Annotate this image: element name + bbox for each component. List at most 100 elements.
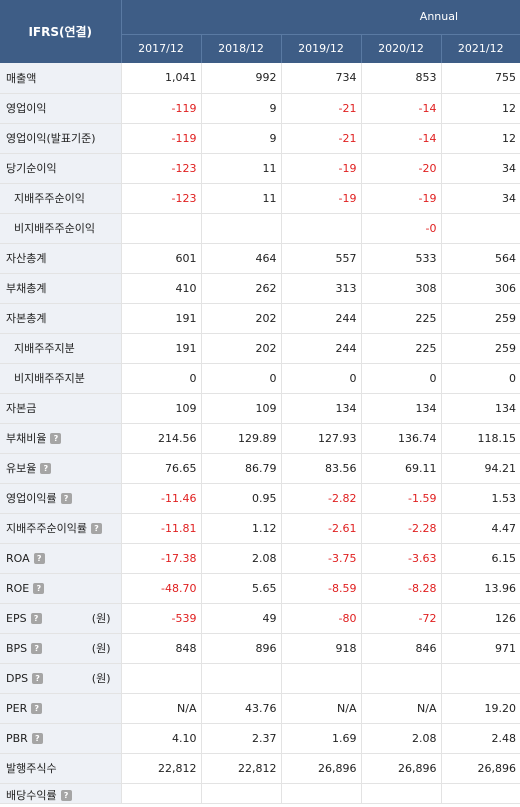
value-cell: 1.53 [441, 483, 520, 514]
row-label-cell: 자본총계 [0, 303, 122, 334]
help-icon[interactable]: ? [90, 523, 102, 534]
help-icon[interactable]: ? [31, 702, 43, 714]
value-cell: -3.63 [361, 543, 442, 574]
value-cell: -21 [281, 93, 362, 124]
table-body: 매출액 1,041 992 734 853 755 영업이익 -119 9 -21 -14 12 영업이… [0, 63, 520, 804]
value-cell: 43.76 [201, 693, 282, 724]
value-cell: 259 [441, 303, 520, 334]
row-label: DPS [6, 671, 29, 685]
help-icon[interactable]: ? [33, 552, 45, 564]
help-icon[interactable]: ? [50, 433, 62, 444]
value-cell: -1.59 [361, 483, 442, 514]
value-cell [201, 213, 282, 244]
value-cell: 26,896 [281, 753, 362, 784]
value-cell: 755 [441, 63, 520, 94]
value-cell [281, 783, 362, 804]
table-row: 발행주식수 22,812 22,812 26,896 26,896 26,896 [0, 753, 520, 784]
value-cell: 564 [441, 243, 520, 274]
row-label-cell: BPS? (원) [0, 633, 122, 664]
value-cell: 5.65 [201, 573, 282, 604]
value-cell: -0 [361, 213, 442, 244]
row-label-cell: 비지배주주순이익 [0, 213, 122, 244]
value-cell: 109 [121, 393, 202, 424]
help-icon[interactable]: ? [31, 732, 43, 744]
value-cell: 0 [121, 363, 202, 394]
value-cell [121, 783, 202, 804]
value-cell: -539 [121, 603, 202, 634]
help-icon[interactable]: ? [32, 672, 44, 684]
value-cell: 971 [441, 633, 520, 664]
row-label: 지배주주순이익 [14, 192, 85, 205]
value-cell: 134 [361, 393, 442, 424]
value-cell: 1.12 [201, 513, 282, 544]
table-row: 당기순이익 -123 11 -19 -20 34 [0, 153, 520, 184]
value-cell: 6.15 [441, 543, 520, 574]
row-label: 자본총계 [6, 312, 47, 325]
value-cell: 734 [281, 63, 362, 94]
year-header: 2018/12 [201, 34, 282, 63]
value-cell: -123 [121, 183, 202, 214]
value-cell: 9 [201, 93, 282, 124]
row-label-cell: 매출액 [0, 63, 122, 94]
row-label: 영업이익(발표기준) [6, 132, 96, 145]
value-cell: -11.46 [121, 483, 202, 514]
row-label-cell: 지배주주순이익 [0, 183, 122, 214]
value-cell: 26,896 [441, 753, 520, 784]
row-label: 비지배주주순이익 [14, 222, 95, 235]
row-label: 비지배주주지분 [14, 372, 85, 385]
row-label-cell: 영업이익 [0, 93, 122, 124]
value-cell: 26,896 [361, 753, 442, 784]
year-header: 2021/12 [441, 34, 520, 63]
value-cell: 4.47 [441, 513, 520, 544]
value-cell: -14 [361, 93, 442, 124]
value-cell [281, 663, 362, 694]
help-icon[interactable]: ? [30, 612, 42, 624]
row-label: 자산총계 [6, 252, 47, 265]
value-cell [361, 663, 442, 694]
help-icon[interactable]: ? [40, 463, 52, 474]
help-icon[interactable]: ? [31, 642, 43, 654]
help-icon[interactable]: ? [33, 582, 45, 594]
value-cell: 225 [361, 333, 442, 364]
value-cell: -11.81 [121, 513, 202, 544]
value-cell: 12 [441, 93, 520, 124]
value-cell: 109 [201, 393, 282, 424]
year-header: 2017/12 [121, 34, 202, 63]
table-row: 영업이익률? -11.46 0.95 -2.82 -1.59 1.53 [0, 483, 520, 514]
help-icon[interactable]: ? [60, 789, 72, 801]
help-icon[interactable]: ? [60, 493, 72, 504]
value-cell: 1,041 [121, 63, 202, 94]
table-row: 부채총계 410 262 313 308 306 [0, 273, 520, 304]
row-label: 배당수익률 [6, 788, 57, 802]
value-cell [281, 213, 362, 244]
value-cell: 557 [281, 243, 362, 274]
row-label-cell: ROA? [0, 543, 122, 574]
value-cell: 118.15 [441, 423, 520, 454]
value-cell: -14 [361, 123, 442, 154]
value-cell [441, 213, 520, 244]
value-cell: 34 [441, 153, 520, 184]
row-label-cell: 영업이익(발표기준) [0, 123, 122, 154]
table-row: 자본금 109 109 134 134 134 [0, 393, 520, 424]
row-label-cell: 부채비율? [0, 423, 122, 454]
value-cell: 244 [281, 303, 362, 334]
row-label: ROA [6, 551, 30, 565]
value-cell: -21 [281, 123, 362, 154]
value-cell: 94.21 [441, 453, 520, 484]
row-label: 자본금 [6, 402, 37, 415]
value-cell [201, 783, 282, 804]
value-cell: 12 [441, 123, 520, 154]
value-cell: -48.70 [121, 573, 202, 604]
table-row: 영업이익 -119 9 -21 -14 12 [0, 93, 520, 124]
value-cell: 34 [441, 183, 520, 214]
value-cell: -8.59 [281, 573, 362, 604]
value-cell: 0 [441, 363, 520, 394]
value-cell: -20 [361, 153, 442, 184]
value-cell: 2.37 [201, 723, 282, 754]
table-row: 유보율? 76.65 86.79 83.56 69.11 94.21 [0, 453, 520, 484]
row-label: 부채총계 [6, 282, 47, 295]
header-row-period: IFRS(연결) Annual [0, 0, 520, 63]
table-row: 지배주주순이익 -123 11 -19 -19 34 [0, 183, 520, 214]
value-cell: 313 [281, 273, 362, 304]
value-cell: 202 [201, 333, 282, 364]
